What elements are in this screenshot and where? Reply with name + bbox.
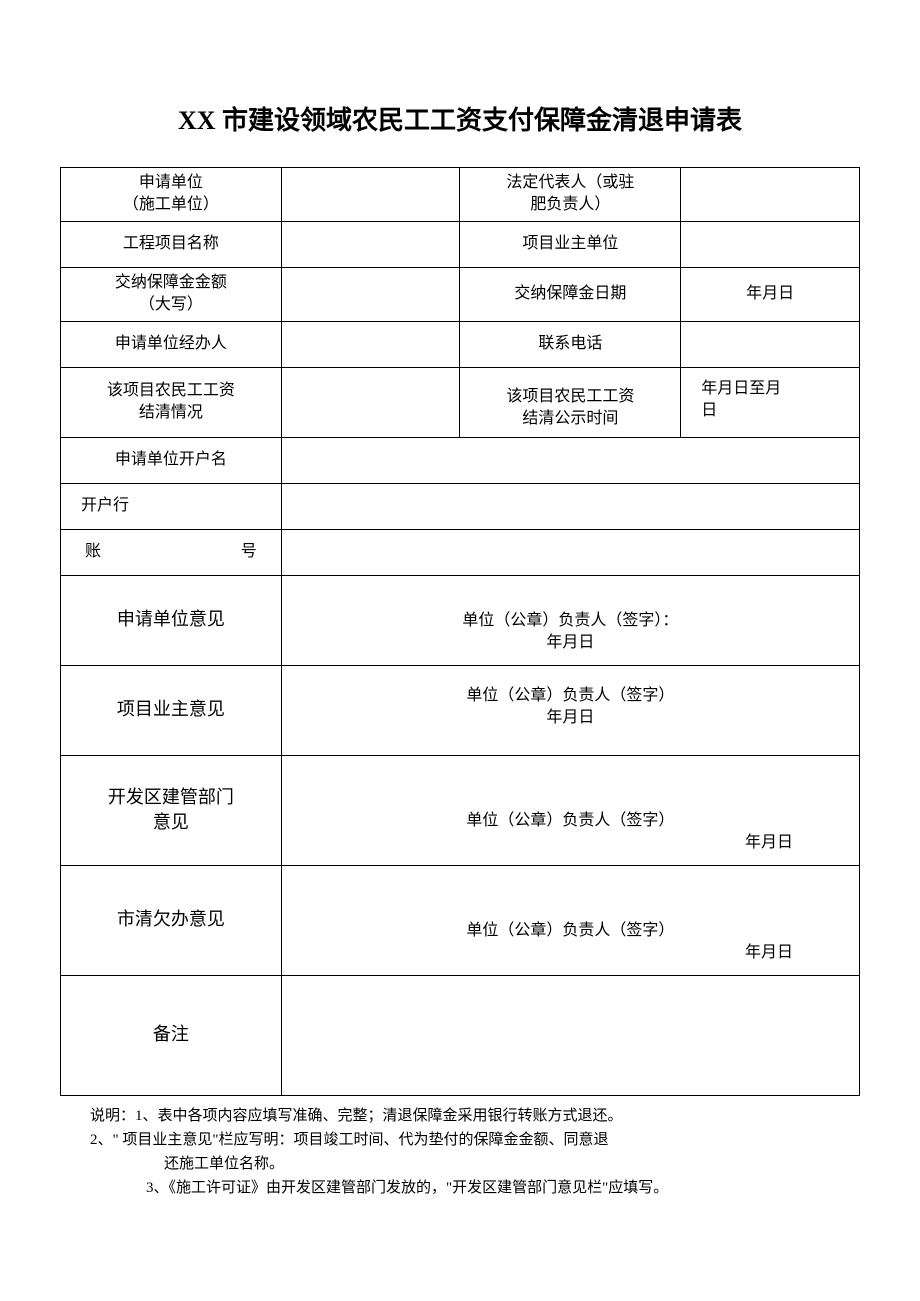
note-2b: 还施工单位名称。 <box>90 1152 860 1176</box>
label-handler: 申请单位经办人 <box>61 321 282 367</box>
value-applicant-opinion[interactable]: 单位（公章）负责人（签字）： 年月日 <box>281 575 859 665</box>
value-deposit-amount[interactable] <box>281 267 460 321</box>
note-2a: 2、" 项目业主意见"栏应写明：项目竣工时间、代为垫付的保障金金额、同意退 <box>90 1128 860 1152</box>
form-table: 申请单位（施工单位） 法定代表人（或驻肥负责人） 工程项目名称 项目业主单位 交… <box>60 167 860 1096</box>
label-account-name: 申请单位开户名 <box>61 437 282 483</box>
value-account-no[interactable] <box>281 529 859 575</box>
value-bank[interactable] <box>281 483 859 529</box>
label-applicant-opinion: 申请单位意见 <box>61 575 282 665</box>
value-phone[interactable] <box>681 321 860 367</box>
value-owner-opinion[interactable]: 单位（公章）负责人（签字） 年月日 <box>281 665 859 755</box>
value-applicant-unit[interactable] <box>281 168 460 222</box>
value-deposit-date[interactable]: 年月日 <box>681 267 860 321</box>
label-city-office-opinion: 市清欠办意见 <box>61 865 282 975</box>
note-1: 说明：1、表中各项内容应填写准确、完整；清退保障金采用银行转账方式退还。 <box>90 1104 860 1128</box>
value-account-name[interactable] <box>281 437 859 483</box>
label-publicity-time: 该项目农民工工资结清公示时间 <box>460 367 681 437</box>
page-title: XX 市建设领域农民工工资支付保障金清退申请表 <box>60 100 860 137</box>
value-publicity-time[interactable]: 年月日至月日 <box>681 367 860 437</box>
label-owner-opinion: 项目业主意见 <box>61 665 282 755</box>
label-remark: 备注 <box>61 975 282 1095</box>
label-deposit-date: 交纳保障金日期 <box>460 267 681 321</box>
notes-section: 说明：1、表中各项内容应填写准确、完整；清退保障金采用银行转账方式退还。 2、"… <box>60 1104 860 1200</box>
value-settle-status[interactable] <box>281 367 460 437</box>
label-account-no: 账号 <box>61 529 282 575</box>
label-bank: 开户行 <box>61 483 282 529</box>
label-deposit-amount: 交纳保障金金额（大写） <box>61 267 282 321</box>
value-legal-rep[interactable] <box>681 168 860 222</box>
label-settle-status: 该项目农民工工资结清情况 <box>61 367 282 437</box>
value-handler[interactable] <box>281 321 460 367</box>
value-project-name[interactable] <box>281 221 460 267</box>
label-applicant-unit: 申请单位（施工单位） <box>61 168 282 222</box>
label-project-name: 工程项目名称 <box>61 221 282 267</box>
label-phone: 联系电话 <box>460 321 681 367</box>
label-dev-zone-opinion: 开发区建管部门意见 <box>61 755 282 865</box>
label-owner-unit: 项目业主单位 <box>460 221 681 267</box>
value-owner-unit[interactable] <box>681 221 860 267</box>
note-3: 3、《施工许可证》由开发区建管部门发放的，"开发区建管部门意见栏"应填写。 <box>90 1176 860 1200</box>
value-city-office-opinion[interactable]: 单位（公章）负责人（签字） 年月日 <box>281 865 859 975</box>
value-remark[interactable] <box>281 975 859 1095</box>
value-dev-zone-opinion[interactable]: 单位（公章）负责人（签字） 年月日 <box>281 755 859 865</box>
label-legal-rep: 法定代表人（或驻肥负责人） <box>460 168 681 222</box>
